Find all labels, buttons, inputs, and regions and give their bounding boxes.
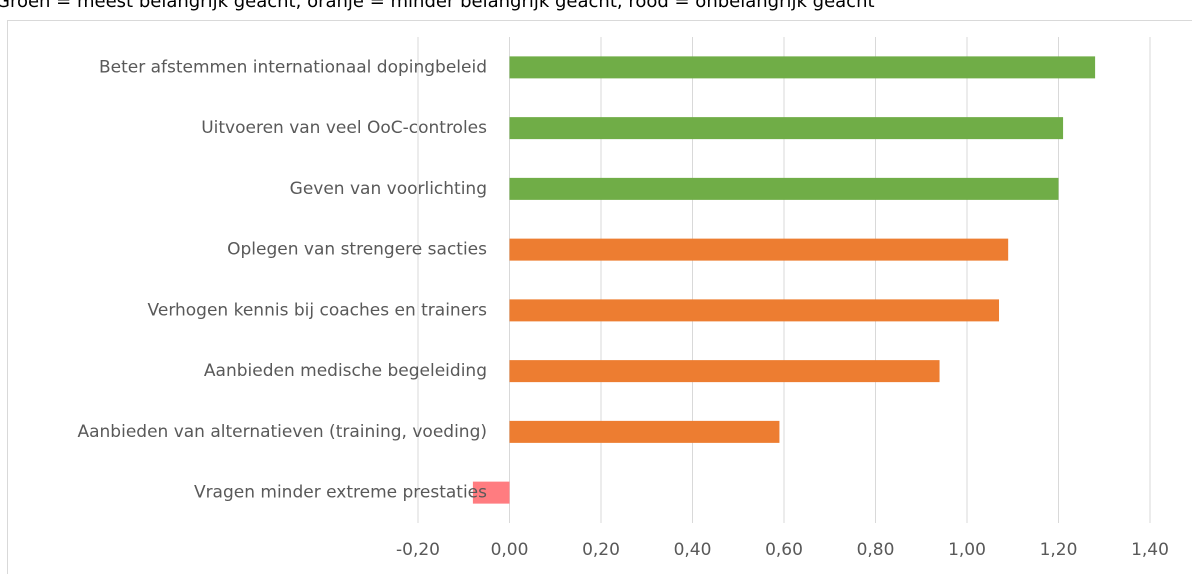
x-tick-label: 0,80 bbox=[857, 540, 895, 560]
y-tick-label: Aanbieden van alternatieven (training, v… bbox=[77, 422, 487, 442]
y-tick-label: Aanbieden medische begeleiding bbox=[204, 361, 487, 381]
bar bbox=[509, 299, 1000, 322]
x-tick-label: -0,20 bbox=[396, 540, 440, 560]
bar bbox=[509, 177, 1059, 200]
chart-subtitle: Groen = meest belangrijk geacht, oranje … bbox=[0, 0, 875, 12]
bar bbox=[509, 360, 940, 383]
x-tick-label: 1,00 bbox=[948, 540, 986, 560]
x-tick-label: 1,20 bbox=[1040, 540, 1078, 560]
x-tick-label: 0,60 bbox=[765, 540, 803, 560]
y-tick-label: Beter afstemmen internationaal dopingbel… bbox=[99, 57, 487, 77]
y-tick-label: Verhogen kennis bij coaches en trainers bbox=[148, 300, 488, 320]
bar bbox=[472, 481, 510, 504]
x-tick-label: 1,40 bbox=[1131, 540, 1169, 560]
bar bbox=[509, 238, 1009, 261]
y-tick-label: Geven van voorlichting bbox=[290, 179, 487, 199]
x-tick-label: 0,40 bbox=[674, 540, 712, 560]
x-tick-label: 0,00 bbox=[491, 540, 529, 560]
y-tick-label: Oplegen van strengere sacties bbox=[227, 240, 487, 260]
x-tick-label: 0,20 bbox=[582, 540, 620, 560]
bar bbox=[509, 420, 780, 443]
bar bbox=[509, 117, 1064, 140]
chart-frame bbox=[7, 20, 1192, 574]
bar bbox=[509, 56, 1096, 79]
y-tick-label: Vragen minder extreme prestaties bbox=[194, 483, 487, 503]
y-tick-label: Uitvoeren van veel OoC-controles bbox=[201, 118, 487, 138]
